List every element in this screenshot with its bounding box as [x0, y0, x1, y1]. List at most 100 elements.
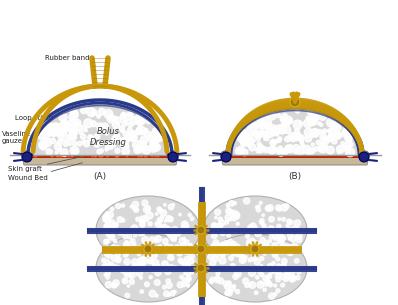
- Circle shape: [268, 226, 274, 232]
- Circle shape: [211, 233, 217, 239]
- Circle shape: [256, 137, 260, 141]
- Circle shape: [71, 155, 73, 157]
- Circle shape: [260, 131, 265, 135]
- Circle shape: [72, 149, 77, 154]
- Circle shape: [146, 251, 153, 257]
- Circle shape: [146, 206, 150, 210]
- Circle shape: [212, 255, 218, 262]
- Circle shape: [113, 264, 116, 267]
- Circle shape: [267, 264, 273, 269]
- Text: Loop stitch: Loop stitch: [15, 109, 62, 121]
- Circle shape: [346, 134, 351, 139]
- Circle shape: [140, 219, 145, 225]
- Circle shape: [181, 221, 188, 228]
- Circle shape: [273, 253, 277, 257]
- Circle shape: [113, 285, 115, 287]
- Circle shape: [274, 284, 277, 287]
- Circle shape: [126, 244, 129, 248]
- Circle shape: [103, 226, 109, 232]
- Circle shape: [317, 129, 322, 134]
- Circle shape: [111, 245, 115, 249]
- Circle shape: [219, 220, 225, 226]
- Circle shape: [274, 247, 281, 253]
- Text: Rubber band: Rubber band: [45, 55, 95, 65]
- Circle shape: [145, 155, 147, 157]
- Circle shape: [64, 155, 65, 157]
- Circle shape: [254, 291, 258, 295]
- Circle shape: [220, 249, 226, 255]
- Circle shape: [184, 240, 189, 244]
- Circle shape: [269, 125, 276, 131]
- Circle shape: [127, 285, 130, 287]
- Circle shape: [142, 258, 148, 264]
- Circle shape: [97, 114, 101, 118]
- Circle shape: [276, 131, 279, 134]
- Circle shape: [287, 249, 293, 256]
- Circle shape: [39, 126, 47, 135]
- Circle shape: [133, 207, 137, 210]
- Circle shape: [140, 140, 146, 147]
- Circle shape: [251, 245, 259, 253]
- Circle shape: [329, 127, 337, 135]
- Circle shape: [104, 224, 109, 228]
- Circle shape: [103, 215, 109, 221]
- Polygon shape: [32, 102, 168, 155]
- Circle shape: [278, 124, 285, 132]
- Circle shape: [267, 205, 273, 211]
- Circle shape: [155, 155, 156, 157]
- Circle shape: [30, 155, 31, 157]
- Circle shape: [138, 230, 143, 236]
- Circle shape: [269, 235, 274, 239]
- Circle shape: [177, 232, 180, 236]
- Circle shape: [124, 120, 128, 124]
- Circle shape: [284, 204, 289, 209]
- Circle shape: [247, 239, 250, 243]
- Circle shape: [219, 257, 226, 264]
- Circle shape: [105, 239, 108, 242]
- Text: (A): (A): [94, 173, 107, 181]
- Circle shape: [359, 152, 369, 162]
- Circle shape: [208, 253, 215, 260]
- Circle shape: [274, 248, 281, 254]
- Circle shape: [337, 145, 344, 153]
- Circle shape: [219, 242, 226, 249]
- Circle shape: [87, 108, 96, 117]
- Circle shape: [288, 237, 291, 240]
- Circle shape: [45, 127, 53, 135]
- Circle shape: [272, 267, 277, 273]
- Circle shape: [140, 155, 142, 157]
- Circle shape: [222, 248, 226, 253]
- Circle shape: [291, 236, 297, 242]
- Circle shape: [314, 130, 319, 135]
- Circle shape: [162, 239, 168, 244]
- Circle shape: [154, 238, 158, 242]
- Circle shape: [170, 245, 173, 247]
- Circle shape: [152, 263, 154, 266]
- Circle shape: [113, 222, 117, 226]
- Circle shape: [168, 257, 170, 260]
- Circle shape: [321, 130, 324, 134]
- Circle shape: [278, 247, 282, 251]
- Circle shape: [250, 124, 257, 131]
- Circle shape: [261, 131, 265, 135]
- Circle shape: [230, 285, 235, 291]
- Circle shape: [56, 155, 58, 157]
- Circle shape: [61, 155, 62, 157]
- Circle shape: [285, 269, 289, 273]
- Circle shape: [156, 264, 160, 269]
- Circle shape: [103, 217, 107, 222]
- Circle shape: [279, 235, 285, 242]
- Circle shape: [326, 137, 331, 142]
- Circle shape: [310, 148, 316, 153]
- Circle shape: [57, 133, 60, 137]
- Circle shape: [263, 147, 269, 152]
- Circle shape: [331, 122, 338, 130]
- Circle shape: [74, 120, 81, 126]
- Circle shape: [242, 139, 247, 143]
- Circle shape: [281, 204, 288, 211]
- Circle shape: [259, 124, 265, 129]
- Circle shape: [230, 241, 237, 248]
- Circle shape: [345, 129, 349, 133]
- Circle shape: [255, 122, 261, 128]
- Circle shape: [275, 273, 281, 279]
